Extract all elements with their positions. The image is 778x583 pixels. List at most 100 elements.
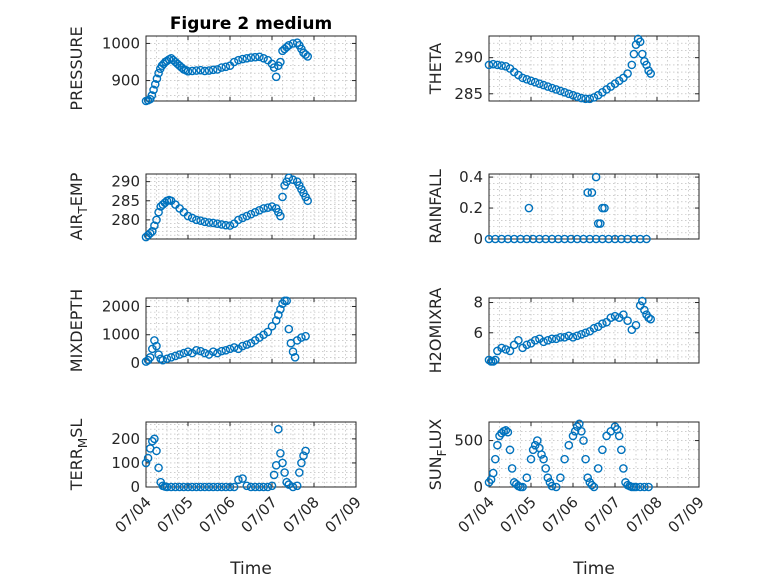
data-point <box>276 305 285 314</box>
data-point <box>229 57 239 67</box>
y-tick-label: 280 <box>111 211 140 229</box>
data-point <box>196 346 205 356</box>
y-tick-label: 8 <box>473 294 483 312</box>
data-point <box>250 207 260 217</box>
y-axis-label-sun-flux: SUNFLUX <box>426 419 449 491</box>
data-point <box>280 468 289 477</box>
data-point <box>490 355 500 365</box>
data-point <box>166 353 176 362</box>
data-point <box>484 60 494 70</box>
x-tick-label: 07/05 <box>497 493 540 536</box>
data-point <box>229 343 239 352</box>
y-tick-label: 0.4 <box>459 168 483 186</box>
y-tick-label: 6 <box>473 324 483 342</box>
data-point <box>145 228 155 238</box>
data-point <box>501 345 511 354</box>
data-point <box>501 62 511 71</box>
data-point <box>204 66 214 75</box>
data-point <box>150 434 159 444</box>
data-point <box>514 336 523 345</box>
data-point <box>166 482 176 492</box>
data-point <box>638 296 647 306</box>
x-tick-label: 07/04 <box>455 493 498 536</box>
data-point <box>147 436 157 446</box>
data-point <box>631 320 641 330</box>
y-tick-label: 290 <box>111 173 140 191</box>
y-tick-label: 285 <box>111 192 140 210</box>
data-point <box>560 333 569 342</box>
y-axis-label-rainfall: RAINFALL <box>426 169 445 244</box>
data-point <box>587 188 597 197</box>
data-point <box>301 446 310 456</box>
data-point <box>187 66 197 76</box>
data-point <box>147 227 157 236</box>
data-point <box>509 340 519 350</box>
data-point <box>539 337 548 347</box>
data-point <box>158 355 168 365</box>
data-point <box>556 86 565 96</box>
data-point <box>644 482 653 492</box>
data-point <box>526 454 536 464</box>
y-axis-label-theta: THETA <box>426 43 445 95</box>
y-tick-label: 1000 <box>102 326 140 344</box>
data-point <box>635 482 645 492</box>
subplot-terr-msl: 0 100 200 TERRMSL 07/0407/0507/0607/0707/080… <box>67 419 365 537</box>
data-point <box>539 454 548 464</box>
data-point <box>604 234 614 244</box>
data-point <box>204 482 214 492</box>
data-point <box>183 347 193 356</box>
data-point <box>646 314 656 324</box>
x-tick-label: 07/06 <box>539 493 582 536</box>
data-point <box>288 175 298 185</box>
data-point <box>547 83 557 93</box>
data-point <box>259 482 268 492</box>
data-point <box>583 473 593 483</box>
data-point <box>530 77 540 87</box>
y-tick-label: 285 <box>454 85 483 103</box>
data-point <box>518 482 527 492</box>
data-point <box>213 482 222 492</box>
data-point <box>484 234 494 244</box>
data-point <box>488 59 498 69</box>
subplot-sun-flux: 0 500 SUNFLUX 07/0407/0507/0607/0707/0807/0… <box>426 419 708 537</box>
data-point <box>242 211 252 221</box>
data-point <box>288 482 298 492</box>
y-tick-label: 200 <box>111 430 140 448</box>
data-point <box>543 336 553 345</box>
data-point <box>259 204 268 213</box>
data-point <box>192 215 201 225</box>
data-point <box>288 347 298 356</box>
data-point <box>556 473 565 483</box>
data-point <box>602 317 611 327</box>
data-point <box>497 343 506 353</box>
data-point <box>242 53 252 63</box>
data-point <box>564 440 574 450</box>
data-point <box>589 93 599 102</box>
data-point <box>238 474 247 483</box>
subplot-h2omixra: 6 8 H2OMIXRA <box>426 288 700 373</box>
data-point <box>530 336 540 345</box>
data-point <box>263 203 273 212</box>
data-point <box>267 202 277 211</box>
data-point <box>282 42 292 52</box>
y-tick-label: 290 <box>454 49 483 67</box>
data-point <box>213 348 222 358</box>
data-point <box>246 53 256 62</box>
data-point <box>570 426 580 436</box>
data-point <box>278 192 287 202</box>
axes-box-h2omixra <box>488 297 700 364</box>
data-point <box>141 458 151 468</box>
data-point <box>596 219 605 228</box>
data-point <box>263 327 273 337</box>
data-point <box>267 481 277 491</box>
data-point <box>284 40 294 50</box>
figure-title: Figure 2 medium <box>170 14 332 34</box>
y-tick-label: 0 <box>130 478 140 496</box>
data-point <box>147 91 157 100</box>
y-axis-label-terr-msl: TERRMSL <box>67 419 90 492</box>
data-point <box>543 473 553 483</box>
data-point <box>179 348 189 358</box>
x-tick-label: 07/06 <box>196 493 239 536</box>
data-point <box>284 173 294 183</box>
data-point <box>539 80 548 90</box>
